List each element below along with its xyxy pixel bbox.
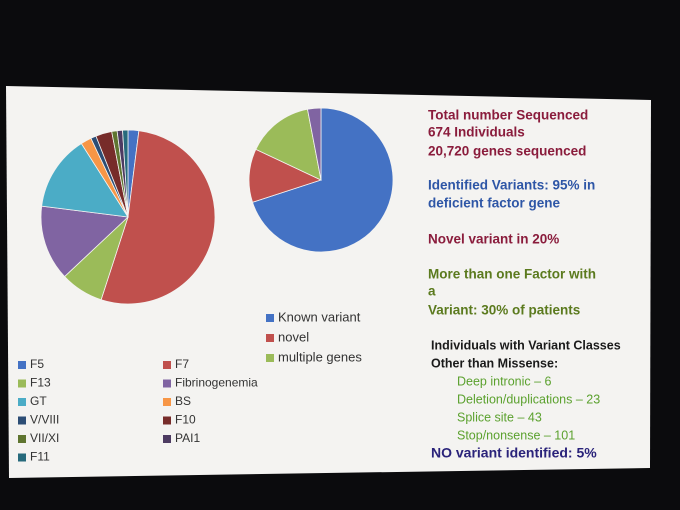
legend-label: BS [175,394,191,408]
legend-swatch [18,398,26,406]
legend-swatch [266,314,274,322]
pie-slice [255,108,322,181]
legend-swatch [18,379,26,388]
legend-label: F7 [175,357,189,371]
legend-swatch [266,354,274,362]
legend-label: Fibrinogenemia [175,376,258,390]
legend-label: PAI1 [175,431,200,445]
panel-line: Total number Sequenced [428,108,588,123]
legend-label: novel [278,329,309,344]
panel-line: Other than Missense: [431,356,558,370]
legend-label: Known variant [278,309,361,324]
pie-slice [40,205,129,278]
legend-swatch [266,334,274,342]
legend-swatch [163,398,171,406]
legend-label: F13 [30,376,51,390]
panel-line: Novel variant in 20% [428,232,559,247]
panel-line: a [428,284,436,299]
legend-label: multiple genes [278,349,362,364]
panel-line: Stop/nonsense – 101 [457,428,575,442]
pie-slice [41,142,129,218]
panel-line: deficient factor gene [428,196,561,211]
pie-slice [100,130,216,305]
pie-slice [122,129,129,218]
pie-slice [307,107,322,181]
legend-swatch [18,453,26,462]
panel-line: 20,720 genes sequenced [428,144,586,159]
legend-label: F11 [30,450,50,464]
panel-line: Splice site – 43 [457,410,542,424]
legend-swatch [163,361,171,369]
panel-line: Identified Variants: 95% in [428,178,595,193]
pie-slice [252,107,394,253]
legend-swatch [163,416,171,425]
panel-line: Variant: 30% of patients [428,303,580,318]
panel-line: Deletion/duplications – 23 [457,392,600,406]
panel-line: NO variant identified: 5% [431,445,597,461]
legend-swatch [163,379,171,388]
legend-label: VII/XI [30,431,59,445]
legend-swatch [18,416,26,425]
legend-label: F5 [30,357,44,371]
panel-line: 674 Individuals [428,125,525,140]
panel-line: More than one Factor with [428,267,596,282]
legend-label: V/VIII [30,413,59,427]
legend-label: F10 [175,413,196,427]
legend-label: GT [30,394,47,408]
panel-line: Individuals with Variant Classes [431,338,621,352]
legend-swatch [18,435,26,443]
legend-swatch [18,361,26,369]
legend-swatch [163,435,171,443]
panel-line: Deep intronic – 6 [457,374,552,388]
